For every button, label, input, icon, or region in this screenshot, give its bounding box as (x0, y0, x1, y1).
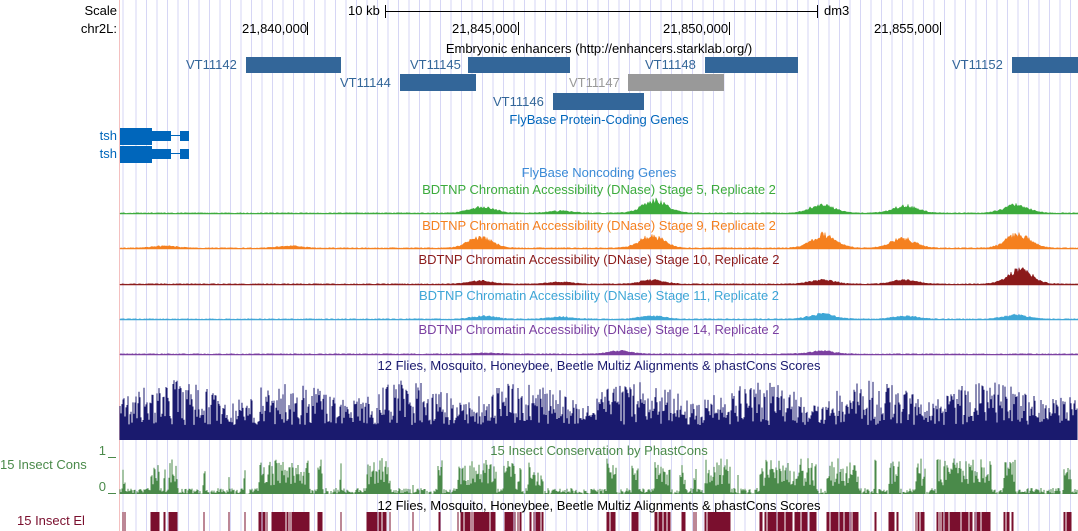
phastcons-ymin: 0 (98, 479, 106, 494)
ymin-tick (108, 493, 116, 494)
enhancer-label[interactable]: VT11148 (645, 57, 696, 72)
enhancers-track-title[interactable]: Embryonic enhancers (http://enhancers.st… (445, 41, 753, 56)
elements-left-label[interactable]: 15 Insect El (17, 513, 85, 528)
dnase-title[interactable]: BDTNP Chromatin Accessibility (DNase) St… (418, 288, 780, 303)
enhancer-feature[interactable] (246, 57, 341, 73)
enhancer-label[interactable]: VT11146 (493, 94, 544, 109)
enhancer-label[interactable]: VT11144 (340, 75, 391, 90)
chrom-label: chr2L: (80, 21, 117, 36)
dnase-signal (119, 266, 1078, 286)
dnase-signal (119, 312, 1078, 321)
phastcons-bars (119, 458, 1078, 494)
gene-label[interactable]: tsh (99, 146, 117, 161)
dnase-signal (119, 349, 1078, 356)
scale-bar-end (385, 5, 386, 18)
enhancer-feature[interactable] (468, 57, 570, 73)
noncoding-track-title[interactable]: FlyBase Noncoding Genes (521, 165, 677, 180)
grid-lines (120, 0, 1078, 531)
dnase-title[interactable]: BDTNP Chromatin Accessibility (DNase) St… (418, 252, 780, 267)
dnase-signal (119, 197, 1078, 215)
tick-mark (940, 22, 941, 35)
phastcons-left-label[interactable]: 15 Insect Cons (0, 457, 87, 472)
phastcons-title[interactable]: 15 Insect Conservation by PhastCons (490, 443, 708, 458)
ymax-tick (108, 457, 116, 458)
multiz-title[interactable]: 12 Flies, Mosquito, Honeybee, Beetle Mul… (377, 358, 821, 373)
enhancer-label[interactable]: VT11145 (410, 57, 461, 72)
multiz-conservation-bars (119, 380, 1078, 440)
tick-mark (729, 22, 730, 35)
tick-mark (307, 22, 308, 35)
tick-label: 21,840,000 (242, 21, 308, 36)
enhancer-feature[interactable] (1012, 57, 1078, 73)
elements-title[interactable]: 12 Flies, Mosquito, Honeybee, Beetle Mul… (377, 498, 821, 513)
enhancer-feature[interactable] (400, 74, 476, 91)
enhancer-label[interactable]: VT11152 (952, 57, 1003, 72)
scale-bar-label: 10 kb (348, 3, 380, 18)
scale-bar (385, 11, 817, 12)
dnase-title[interactable]: BDTNP Chromatin Accessibility (DNase) St… (422, 182, 776, 197)
left-border (119, 0, 120, 531)
dnase-title[interactable]: BDTNP Chromatin Accessibility (DNase) St… (418, 322, 780, 337)
phastcons-ymax: 1 (98, 443, 106, 458)
dnase-title[interactable]: BDTNP Chromatin Accessibility (DNase) St… (422, 218, 776, 233)
scale-label: Scale (84, 3, 117, 18)
tick-mark (518, 22, 519, 35)
dnase-signal (119, 231, 1078, 250)
scale-bar-end (817, 5, 818, 18)
conserved-element-bars (122, 512, 1072, 531)
tick-label: 21,855,000 (874, 21, 940, 36)
enhancer-feature[interactable] (553, 93, 644, 110)
gene-label[interactable]: tsh (99, 128, 117, 143)
enhancer-label[interactable]: VT11147 (569, 75, 620, 90)
enhancer-feature[interactable] (705, 57, 798, 73)
assembly-label: dm3 (824, 3, 850, 18)
genes-track-title[interactable]: FlyBase Protein-Coding Genes (509, 112, 689, 127)
enhancer-label[interactable]: VT11142 (186, 57, 237, 72)
enhancer-feature[interactable] (628, 74, 724, 91)
tick-label: 21,845,000 (452, 21, 518, 36)
tick-label: 21,850,000 (663, 21, 729, 36)
